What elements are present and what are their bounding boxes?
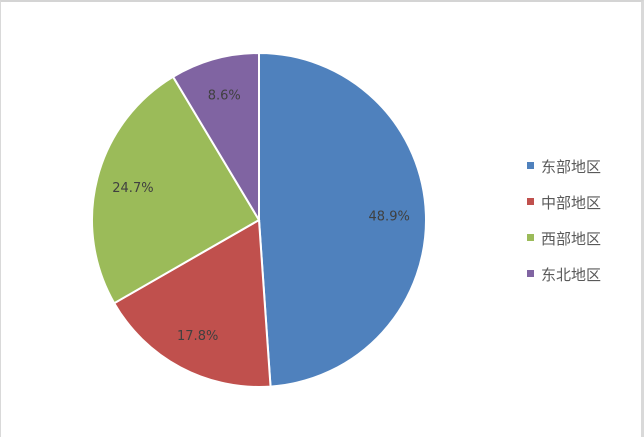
data-label-0: 48.9%: [369, 209, 410, 224]
legend-swatch-2: [527, 234, 534, 241]
legend-label-3: 东北地区: [541, 266, 601, 284]
pie-slice-3: [171, 51, 260, 224]
legend-swatch-3: [527, 270, 534, 277]
legend-label-0: 东部地区: [541, 158, 601, 176]
legend-swatch-1: [527, 198, 534, 205]
legend-label-1: 中部地区: [541, 194, 601, 212]
legend-swatch-0: [527, 162, 534, 169]
data-label-3: 8.6%: [208, 88, 241, 103]
data-label-1: 17.8%: [177, 329, 218, 344]
data-label-2: 24.7%: [112, 181, 153, 196]
pie-slice-2: [91, 75, 261, 305]
pie-slice-0: [258, 51, 427, 388]
legend-label-2: 西部地区: [541, 230, 601, 248]
pie-slice-1: [112, 218, 272, 388]
